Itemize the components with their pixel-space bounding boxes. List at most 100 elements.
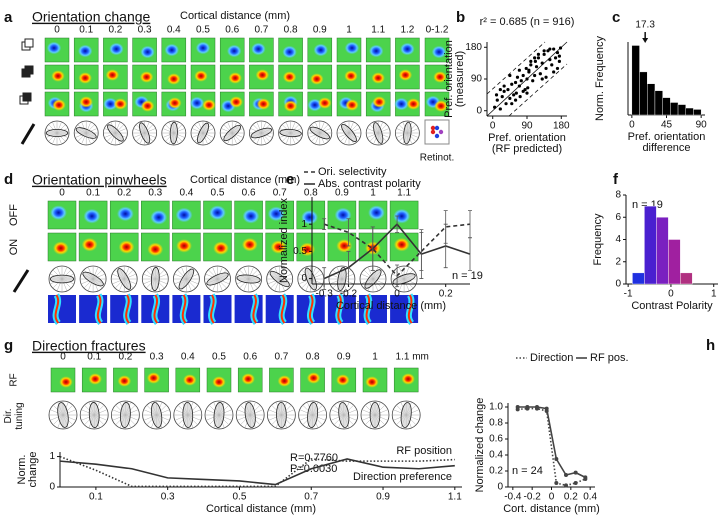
rf-blob (228, 72, 242, 84)
annotation: R=0.7760 (290, 452, 338, 464)
column-label: 0.7 (273, 188, 287, 199)
point (544, 66, 548, 71)
error-bar (468, 237, 472, 271)
rf-blob (103, 97, 118, 111)
rf-blob (393, 237, 410, 252)
legend-label: Direction preference (353, 471, 452, 483)
x-tick-label: 90 (696, 120, 708, 131)
rf-blob (117, 375, 132, 387)
panel-title: Direction fractures (32, 338, 146, 354)
y-tick-label: 0 (301, 273, 307, 284)
marker-head (642, 38, 649, 43)
rf-blob (282, 45, 297, 59)
column-label: 0.5 (196, 25, 210, 36)
heatmap-core (153, 294, 159, 324)
tuning-curve (400, 402, 412, 428)
rf-blob (283, 100, 298, 112)
x-tick-label: 0.3 (161, 492, 175, 503)
point (514, 91, 518, 95)
x-tick-label: 1.1 (448, 492, 462, 503)
rf-blob (78, 72, 92, 84)
bar (632, 272, 645, 285)
tuning-curve (250, 127, 273, 139)
point (498, 107, 502, 111)
rf-blob (369, 44, 384, 58)
tuning-curve (309, 126, 330, 140)
point (540, 61, 544, 65)
y-axis-label: Norm. (16, 455, 28, 485)
rf-blob (372, 96, 386, 108)
point (542, 52, 546, 56)
y-tick-label: 0.6 (489, 434, 503, 445)
rf-blob (282, 71, 297, 83)
tuning-curve (107, 124, 124, 142)
rf-blob (365, 376, 379, 388)
point (554, 457, 559, 461)
heatmap-core (280, 294, 286, 324)
point (510, 82, 514, 86)
point (493, 105, 497, 109)
column-label: 0.6 (242, 188, 256, 199)
x-tick-label: -0.2 (524, 492, 542, 503)
legend-label: Abs. contrast polarity (318, 178, 421, 190)
point (506, 87, 510, 92)
rf-blob (398, 69, 413, 81)
x-tick-label: -0.2 (340, 289, 358, 300)
bar (668, 239, 681, 285)
column-label: 1.2 (400, 25, 414, 36)
x-axis-label: difference (642, 142, 690, 154)
point (573, 481, 578, 485)
rf-blob (241, 373, 255, 385)
tuning-curve (338, 402, 350, 428)
orientation-icon (12, 269, 30, 293)
error-bar (419, 229, 424, 279)
annotation: n = 24 (512, 465, 543, 477)
tuning-curve (196, 122, 210, 144)
rf-blob (368, 205, 385, 220)
legend-label: Direction (530, 352, 573, 364)
column-label: 0.2 (118, 352, 132, 363)
point (540, 77, 544, 81)
point (517, 84, 521, 88)
rf-blob (313, 43, 328, 57)
column-label: 0 (54, 25, 60, 36)
tuning-curve (45, 128, 69, 137)
error-bar (346, 250, 351, 285)
rf-blob (401, 373, 415, 385)
diagonal-bound (486, 41, 546, 95)
rf-blob (301, 210, 319, 225)
point (548, 47, 552, 51)
rf-blob (195, 41, 211, 55)
column-label: 1 (370, 188, 376, 199)
retinotopy-dot (434, 133, 440, 139)
y-tick-label: 0 (49, 482, 55, 493)
tuning-curve (120, 402, 131, 428)
point (517, 68, 521, 72)
y-tick-label: 6 (615, 212, 621, 223)
y-tick-label: 0 (615, 279, 621, 290)
column-label: 0.1 (79, 25, 93, 36)
tuning-curve (269, 270, 290, 288)
point (583, 475, 588, 480)
bar (685, 107, 694, 116)
rf-blob (267, 206, 285, 222)
rf-blob (189, 96, 205, 110)
rf-blob (202, 99, 216, 111)
column-label: 0.8 (304, 188, 318, 199)
panel-label: b (456, 9, 465, 26)
row-label: tuning (14, 402, 25, 429)
column-label: 0.6 (225, 25, 239, 36)
column-label: 0.4 (179, 188, 193, 199)
point (527, 68, 531, 72)
heatmap-core (181, 294, 187, 324)
point (548, 58, 552, 62)
rf-blob (306, 372, 321, 384)
point (515, 75, 520, 79)
rf-blob (168, 97, 182, 109)
heatmap-core (337, 294, 342, 324)
retinotopy-dot (430, 125, 436, 131)
tuning-curve (117, 268, 132, 290)
rf-blob (277, 375, 292, 387)
panel-label: a (4, 9, 13, 26)
